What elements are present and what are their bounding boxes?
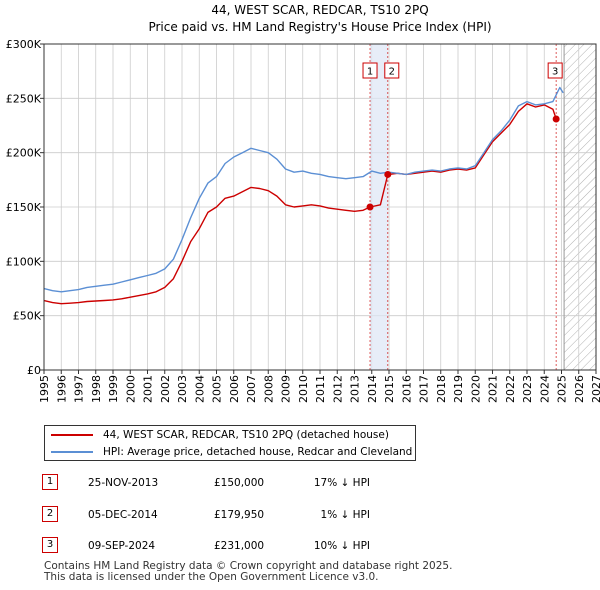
chart-subtitle: Price paid vs. HM Land Registry's House … bbox=[148, 20, 491, 34]
sale-number: 2 bbox=[42, 506, 58, 522]
x-tick-label: 2027 bbox=[590, 375, 600, 403]
x-tick-label: 2017 bbox=[418, 375, 431, 403]
legend-swatch-property bbox=[51, 434, 93, 436]
sale-point bbox=[366, 203, 374, 211]
sale-price: £150,000 bbox=[214, 477, 265, 489]
y-tick-label: £250K bbox=[6, 92, 42, 105]
x-tick-label: 1996 bbox=[55, 375, 68, 403]
legend-label-property: 44, WEST SCAR, REDCAR, TS10 2PQ (detache… bbox=[103, 429, 389, 441]
x-tick-label: 2021 bbox=[487, 375, 500, 403]
sale-date: 05-DEC-2014 bbox=[88, 509, 158, 521]
x-tick-label: 2006 bbox=[228, 375, 241, 403]
property-price-line bbox=[44, 103, 560, 305]
x-tick-label: 2025 bbox=[556, 375, 569, 403]
x-tick-label: 2000 bbox=[124, 375, 137, 403]
y-tick-label: £50K bbox=[13, 310, 42, 323]
axes: £0 £50K £100K £150K £200K £250K £300K 1995 1996 1… bbox=[6, 38, 600, 403]
legend: 44, WEST SCAR, REDCAR, TS10 2PQ (detache… bbox=[44, 425, 416, 461]
x-tick-label: 1999 bbox=[107, 375, 120, 403]
y-tick-label: £0 bbox=[27, 364, 41, 377]
x-tick-label: 1997 bbox=[73, 375, 86, 403]
x-tick-label: 1998 bbox=[90, 375, 103, 403]
sale-price: £179,950 bbox=[214, 509, 265, 521]
x-tick-label: 2019 bbox=[452, 375, 465, 403]
hpi-line bbox=[44, 86, 564, 293]
x-tick-label: 2016 bbox=[400, 375, 413, 403]
legend-label-hpi: HPI: Average price, detached house, Redc… bbox=[103, 446, 413, 458]
price-chart: 44, WEST SCAR, REDCAR, TS10 2PQ Price pa… bbox=[6, 3, 600, 403]
footer: Contains HM Land Registry data © Crown c… bbox=[44, 561, 452, 583]
x-tick-label: 2009 bbox=[280, 375, 293, 403]
x-tick-label: 2003 bbox=[176, 375, 189, 403]
sale-number: 1 bbox=[42, 474, 58, 490]
x-tick-label: 2014 bbox=[366, 375, 379, 403]
y-tick-label: £200K bbox=[6, 147, 42, 160]
x-tick-label: 1995 bbox=[38, 375, 51, 403]
x-tick-label: 2015 bbox=[383, 375, 396, 403]
sale-hpi-diff: 17% ↓ HPI bbox=[313, 477, 370, 489]
sale-label-box bbox=[362, 62, 378, 79]
y-tick-label: £100K bbox=[6, 255, 42, 268]
sale-label-text: 1 bbox=[367, 67, 373, 78]
sale-point bbox=[384, 170, 392, 178]
x-tick-label: 2007 bbox=[245, 375, 258, 403]
footer-copyright: Contains HM Land Registry data © Crown c… bbox=[44, 560, 453, 572]
grid bbox=[43, 43, 597, 371]
sale-price: £231,000 bbox=[214, 540, 265, 552]
chart-title: 44, WEST SCAR, REDCAR, TS10 2PQ bbox=[211, 3, 428, 17]
series bbox=[44, 86, 564, 305]
sale-point bbox=[552, 115, 560, 123]
x-tick-label: 2024 bbox=[538, 375, 551, 403]
x-tick-label: 2004 bbox=[193, 375, 206, 403]
sale-label-text: 3 bbox=[552, 67, 558, 78]
x-tick-label: 2023 bbox=[521, 375, 534, 403]
sale-date: 25-NOV-2013 bbox=[88, 477, 159, 489]
x-tick-label: 2002 bbox=[159, 375, 172, 403]
y-tick-label: £300K bbox=[6, 38, 42, 51]
x-tick-label: 2018 bbox=[435, 375, 448, 403]
sale-highlights bbox=[369, 44, 557, 370]
y-tick-label: £150K bbox=[6, 201, 42, 214]
x-tick-label: 2001 bbox=[142, 375, 155, 403]
sale-hpi-diff: 1% ↓ HPI bbox=[320, 509, 370, 521]
sale-label-box bbox=[384, 62, 400, 79]
legend-swatch-hpi bbox=[51, 451, 93, 453]
x-tick-label: 2011 bbox=[314, 375, 327, 403]
x-tick-label: 2008 bbox=[262, 375, 275, 403]
sale-number: 3 bbox=[42, 537, 58, 553]
x-tick-label: 2013 bbox=[349, 375, 362, 403]
x-tick-label: 2005 bbox=[211, 375, 224, 403]
sale-label-box bbox=[547, 62, 563, 79]
sale-period-highlight bbox=[370, 44, 388, 370]
x-tick-label: 2020 bbox=[469, 375, 482, 403]
sale-hpi-diff: 10% ↓ HPI bbox=[313, 540, 370, 552]
sale-markers: 1 2 3 bbox=[362, 62, 563, 211]
sale-date: 09-SEP-2024 bbox=[88, 540, 156, 552]
sale-label-text: 2 bbox=[389, 67, 395, 78]
x-tick-label: 2022 bbox=[504, 375, 517, 403]
x-tick-label: 2026 bbox=[573, 375, 586, 403]
footer-licence: This data is licensed under the Open Gov… bbox=[44, 571, 379, 583]
x-tick-label: 2010 bbox=[297, 375, 310, 403]
x-tick-label: 2012 bbox=[331, 375, 344, 403]
